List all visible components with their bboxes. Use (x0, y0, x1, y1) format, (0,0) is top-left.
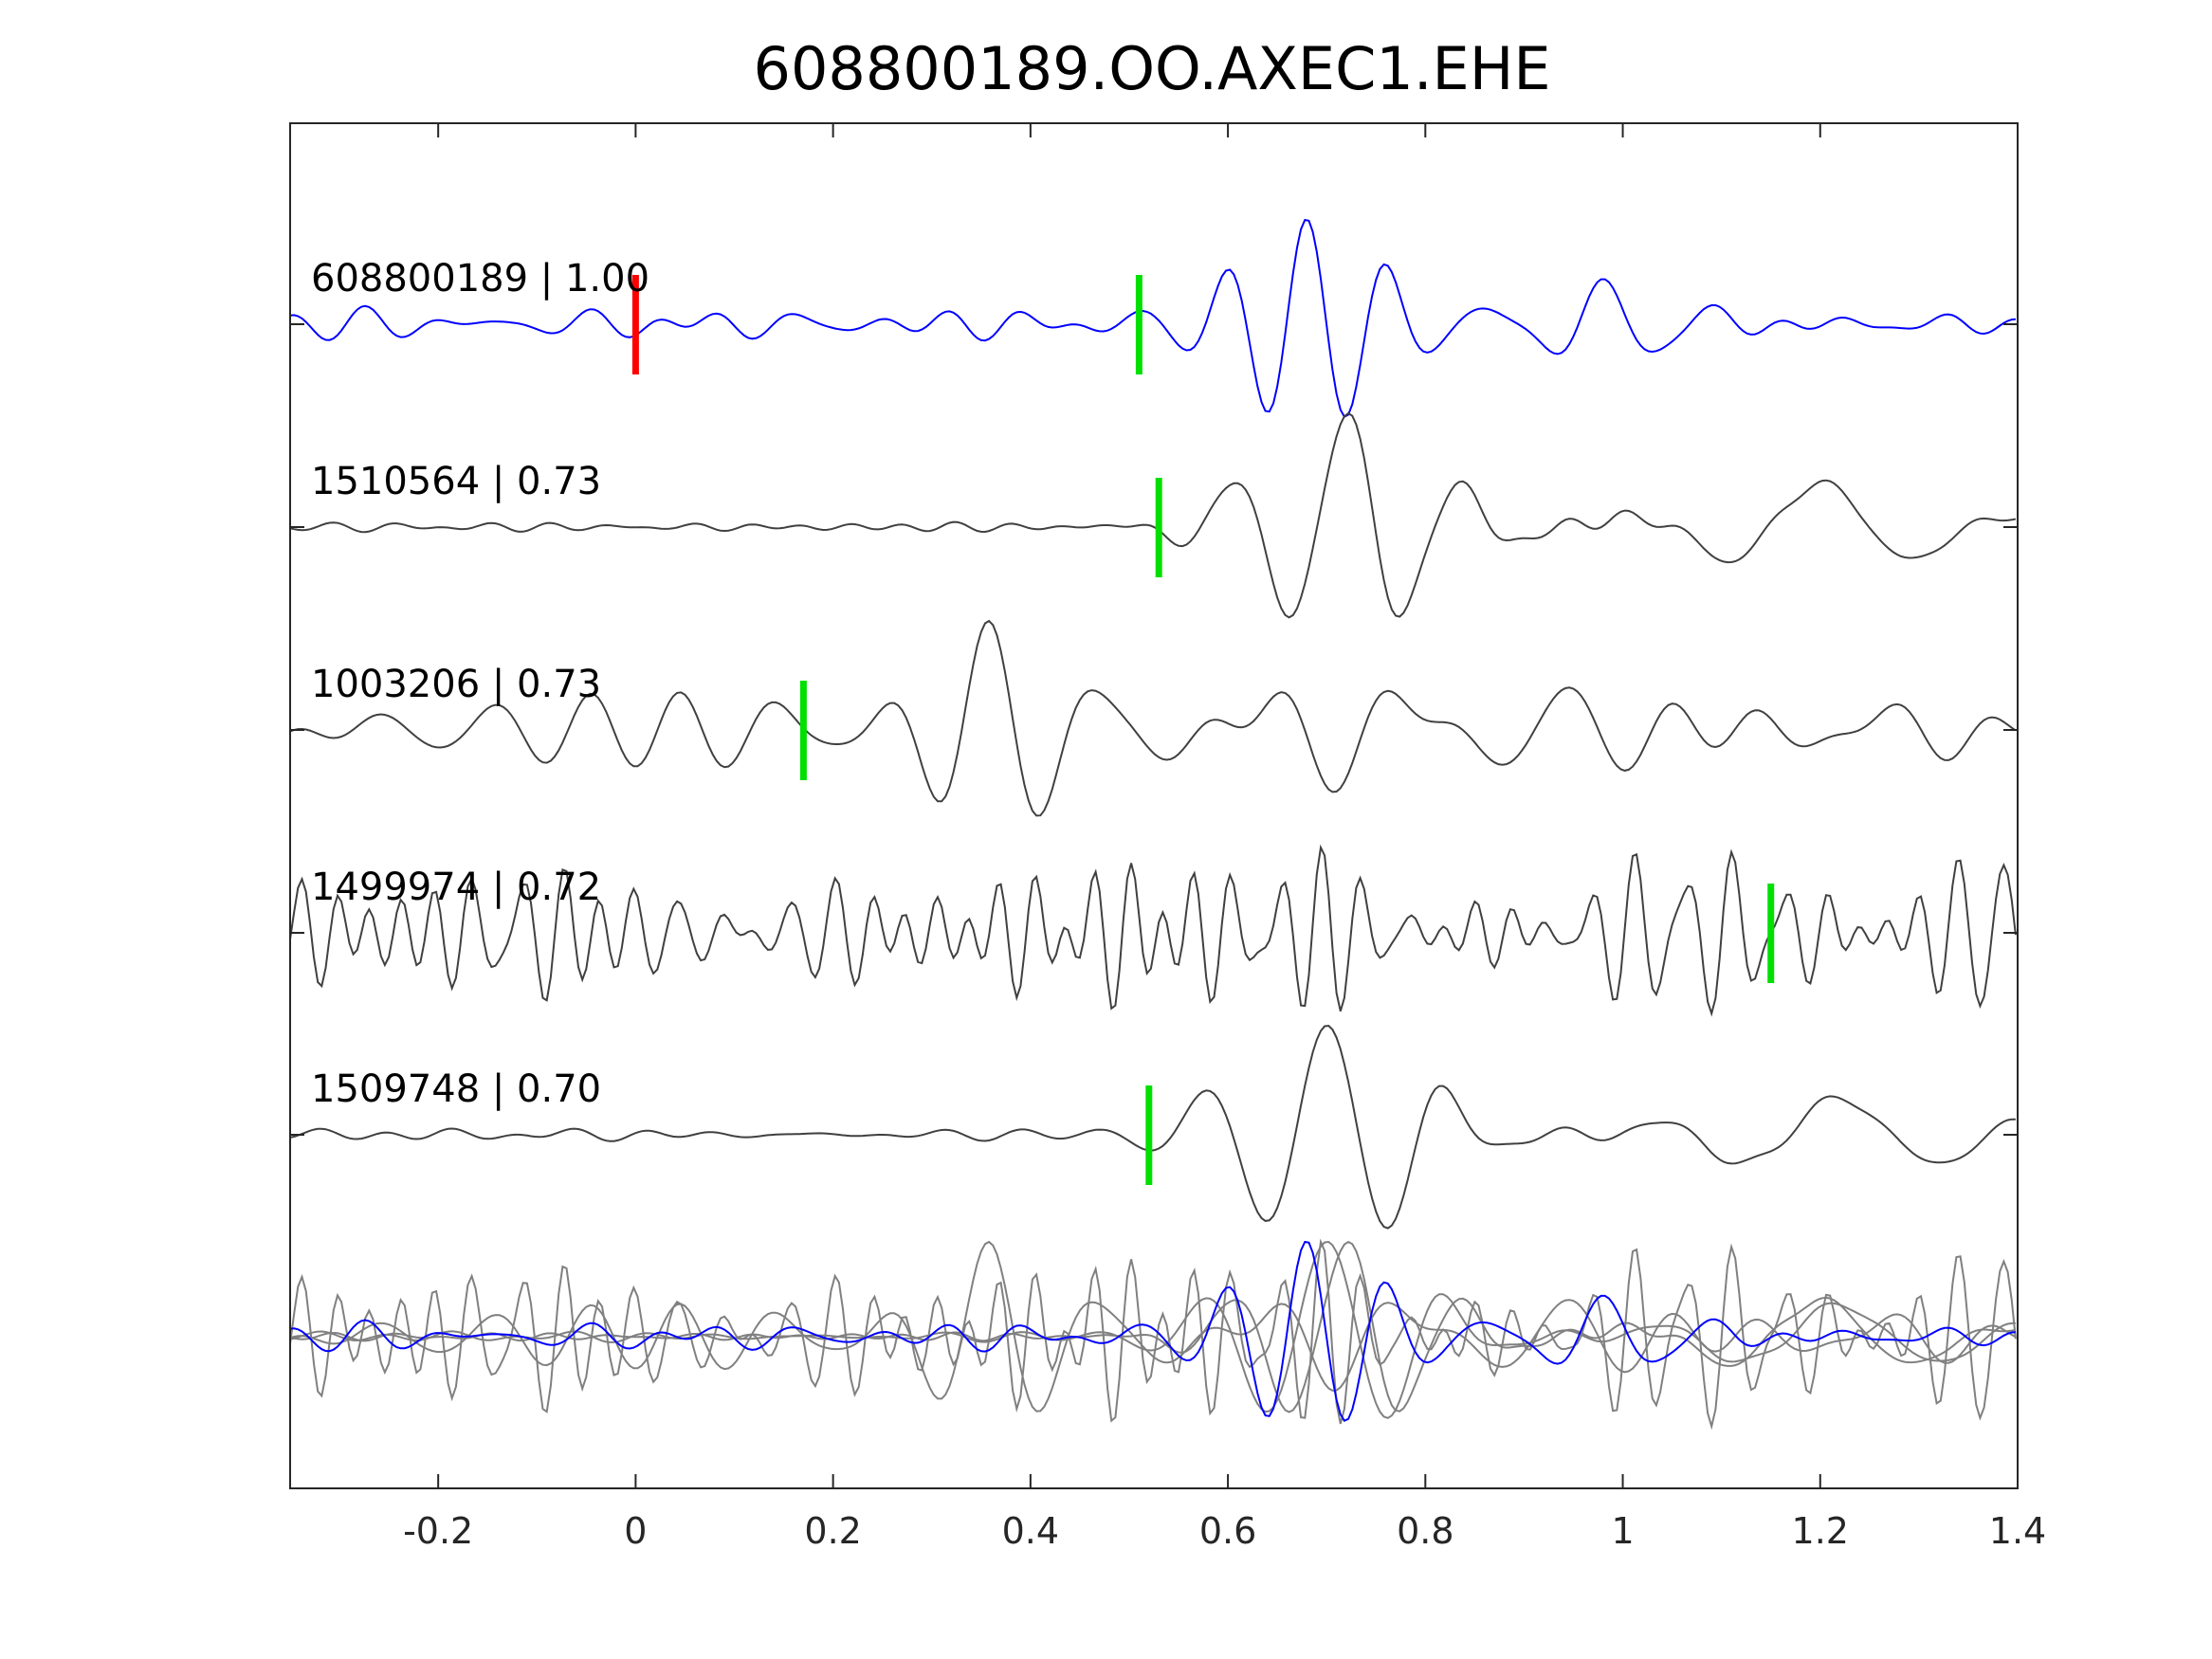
x-tick-label: 0.2 (804, 1510, 861, 1552)
ticks-layer: -0.2 0 0.2 0.4 0.6 0.8 1 1.2 1.4 (290, 123, 2046, 1552)
stack-trace-reference (289, 1240, 2016, 1422)
axes-frame (289, 122, 2019, 1489)
trace-label-1510564: 1510564 | 0.73 (311, 460, 601, 503)
x-tick-label: 1.2 (1792, 1510, 1849, 1552)
x-tick-label: 1 (1611, 1510, 1634, 1552)
stack-trace-1510564 (289, 1240, 2017, 1413)
trace-label-1003206: 1003206 | 0.73 (311, 663, 601, 706)
x-tick-label: 0.6 (1199, 1510, 1256, 1552)
stack-trace-1509748 (289, 1240, 2016, 1419)
trace-label-1499974: 1499974 | 0.72 (311, 866, 601, 909)
traces-layer (289, 218, 2017, 1431)
x-tick-label: -0.2 (403, 1510, 473, 1552)
x-tick-label: 0 (624, 1510, 647, 1552)
x-tick-label: 1.4 (1989, 1510, 2046, 1552)
x-tick-label: 0.8 (1397, 1510, 1453, 1552)
trace-1499974 (289, 844, 2017, 1017)
labels-layer: 608800189 | 1.00 1510564 | 0.73 1003206 | … (311, 257, 649, 1111)
stack-trace-1499974 (289, 1238, 2017, 1431)
x-tick-label: 0.4 (1002, 1510, 1059, 1552)
trace-1509748 (289, 1024, 2016, 1230)
trace-1003206 (289, 619, 2017, 817)
trace-label-608800189: 608800189 | 1.00 (311, 257, 649, 301)
trace-label-1509748: 1509748 | 0.70 (311, 1067, 601, 1111)
trace-608800189 (289, 218, 2016, 418)
trace-1510564 (289, 411, 2017, 619)
chart-title: 608800189.OO.AXEC1.EHE (754, 34, 1551, 103)
stack-trace-1003206 (289, 1240, 2017, 1413)
